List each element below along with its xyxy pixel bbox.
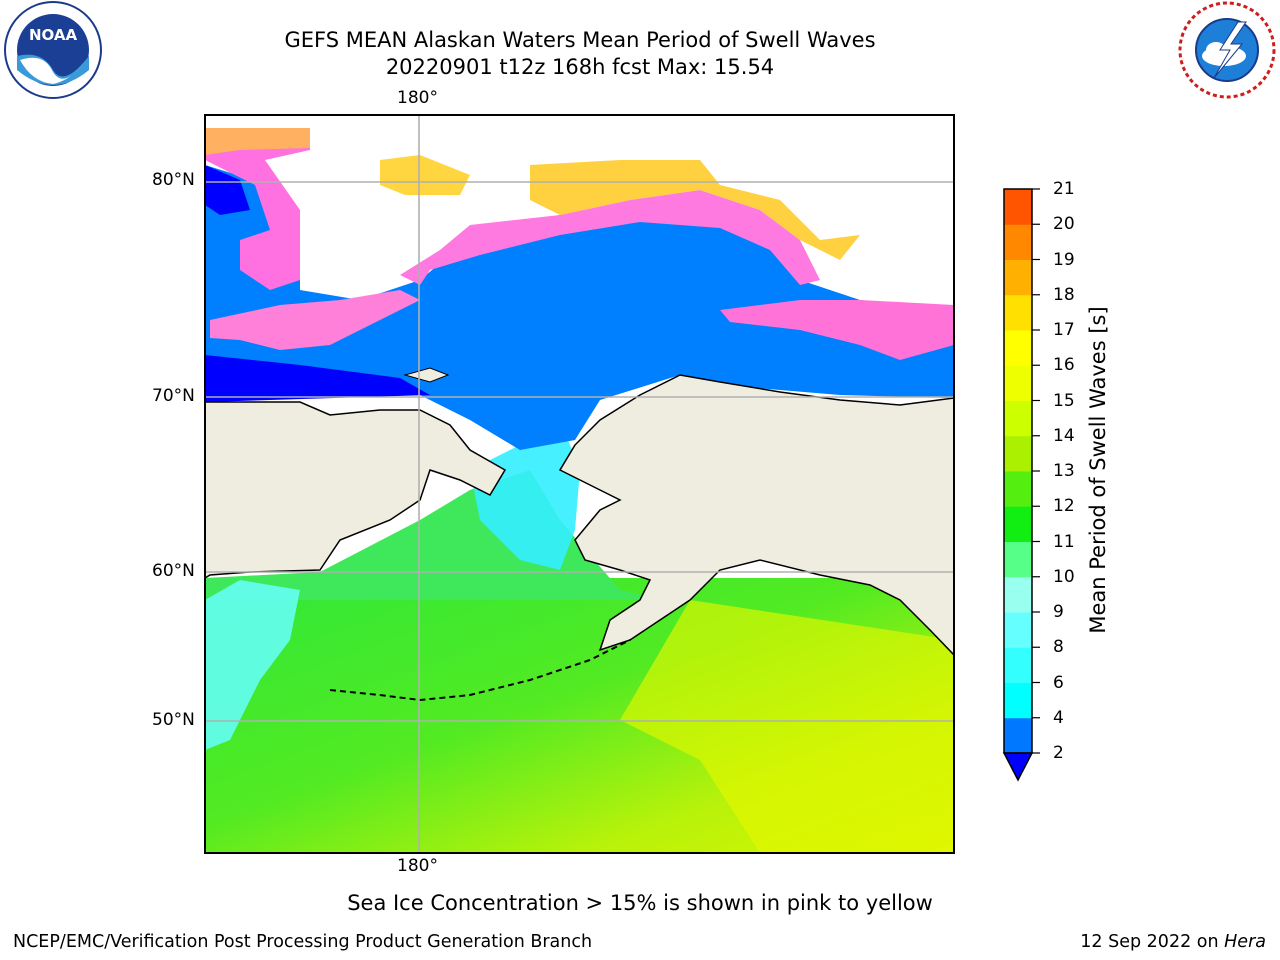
lat-label-50n: 50°N (152, 710, 195, 730)
colorbar-tick-label: 16 (1053, 355, 1075, 376)
cyan-swell-region (205, 580, 300, 750)
footer-date-text: 12 Sep 2022 on (1080, 932, 1225, 952)
colorbar-segment (1004, 471, 1032, 507)
colorbar-segment (1004, 365, 1032, 401)
colorbar-segment (1004, 294, 1032, 331)
colorbar-tick-label: 4 (1053, 707, 1064, 728)
colorbar-segment (1004, 682, 1032, 719)
nws-logo-icon (1178, 1, 1276, 99)
yellow-swell-region (620, 600, 954, 853)
ice-edge-mid (210, 290, 420, 350)
colorbar-segment (1004, 400, 1032, 437)
colorbar-tick-label: 9 (1053, 602, 1064, 622)
colorbar-tick-label: 13 (1053, 461, 1075, 481)
sea-ice-note: Sea Ice Concentration > 15% is shown in … (347, 891, 933, 915)
arctic-dark-blue-west (205, 165, 250, 215)
map-frame (204, 114, 955, 854)
colorbar-segment (1004, 541, 1032, 578)
colorbar-segment (1004, 330, 1032, 366)
ice-edge-west (205, 128, 310, 290)
colorbar-segment (1004, 189, 1032, 225)
colorbar-extend-arrow (1002, 752, 1034, 782)
aleutian-chain (329, 639, 631, 702)
colorbar-segment (1004, 612, 1032, 648)
lon-label-bottom: 180° (397, 856, 438, 876)
noaa-logo-text: NOAA (29, 26, 78, 44)
colorbar-tick-label: 12 (1053, 496, 1075, 517)
chart-subtitle: 20220901 t12z 168h fcst Max: 15.54 (385, 55, 775, 79)
colorbar-tick-label: 15 (1053, 390, 1075, 411)
footer-date: 12 Sep 2022 on Hera (1080, 932, 1266, 952)
colorbar-tick-label: 2 (1053, 743, 1064, 763)
colorbar-segment (1004, 259, 1032, 296)
ice-edge-west-orange (205, 128, 310, 155)
colorbar-label: Mean Period of Swell Waves [s] (1086, 306, 1110, 634)
footer-machine: Hera (1224, 932, 1266, 952)
lat-label-80n: 80°N (152, 170, 195, 190)
noaa-logo-icon: NOAA (4, 1, 102, 99)
lat-label-60n: 60°N (152, 561, 195, 581)
colorbar-tick-label: 18 (1053, 284, 1075, 305)
colorbar-segment (1004, 506, 1032, 542)
footer-credit: NCEP/EMC/Verification Post Processing Pr… (13, 932, 593, 952)
colorbar-tick-label: 20 (1053, 214, 1075, 235)
arctic-dark-blue-band (205, 355, 430, 402)
colorbar-segment (1004, 224, 1032, 260)
ice-edge-yellow-patch (380, 155, 470, 195)
colorbar-tick-label: 21 (1053, 179, 1075, 199)
lat-label-70n: 70°N (152, 386, 195, 406)
colorbar-segment (1004, 576, 1032, 613)
wrangel-island (403, 367, 450, 383)
colorbar-tick-label: 10 (1053, 566, 1075, 587)
colorbar-tick-label: 17 (1053, 320, 1075, 340)
ice-edge-east (720, 300, 954, 360)
ice-edge-north-yellow (530, 160, 860, 260)
chart-title: GEFS MEAN Alaskan Waters Mean Period of … (284, 28, 876, 52)
colorbar-tick-label: 11 (1053, 531, 1075, 552)
colorbar-segment (1004, 435, 1032, 472)
colorbar-segment (1004, 717, 1032, 754)
colorbar-tick-label: 6 (1053, 672, 1064, 693)
colorbar-tick-label: 14 (1053, 425, 1075, 446)
colorbar-tick-label: 8 (1053, 637, 1064, 658)
lon-label-top: 180° (397, 88, 438, 108)
ice-edge-north (400, 190, 820, 285)
colorbar-tick-label: 19 (1053, 249, 1075, 270)
colorbar-segment (1004, 647, 1032, 683)
bering-strait-cyan (470, 420, 580, 570)
alaska-land (558, 374, 954, 657)
gridlines (205, 115, 954, 853)
